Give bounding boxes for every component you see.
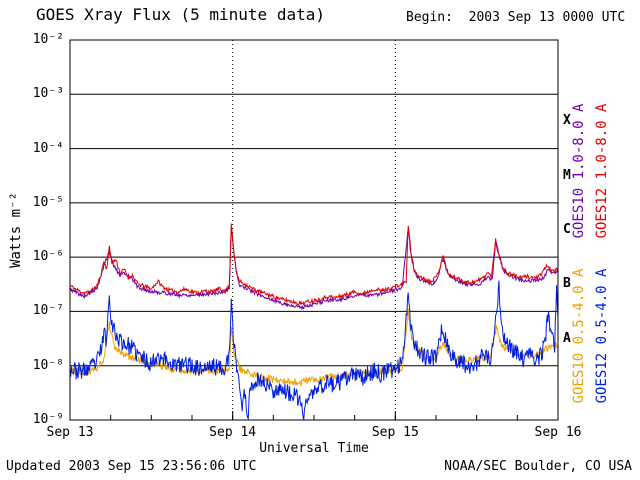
y-tick-label: 10⁻²: [32, 32, 64, 47]
legend-label: GOES10 1.0-8.0 A: [571, 103, 587, 239]
x-tick-label: Sep 13: [46, 425, 94, 440]
begin-time-label: Begin: 2003 Sep 13 0000 UTC: [406, 10, 626, 25]
y-tick-label: 10⁻⁷: [32, 303, 64, 319]
x-tick-label: Sep 15: [371, 425, 419, 440]
y-tick-label: 10⁻⁸: [32, 357, 64, 373]
legend-label: GOES12 0.5-4.0 A: [594, 268, 610, 404]
updated-timestamp: Updated 2003 Sep 15 23:56:06 UTC: [6, 459, 257, 474]
x-axis-label: Universal Time: [259, 441, 369, 456]
y-tick-label: 10⁻⁶: [32, 249, 64, 265]
y-tick-label: 10⁻³: [32, 86, 64, 102]
legend-label: GOES12 1.0-8.0 A: [594, 103, 610, 239]
flux-class-letter: A: [563, 330, 571, 346]
x-tick-label: Sep 16: [534, 425, 582, 440]
x-tick-label: Sep 14: [209, 425, 257, 440]
flux-class-letter: B: [563, 276, 571, 292]
flux-class-letter: M: [563, 167, 571, 183]
legend-label: GOES10 0.5-4.0 A: [571, 268, 587, 404]
y-tick-label: 10⁻⁴: [32, 140, 64, 156]
y-tick-label: 10⁻⁹: [32, 412, 64, 427]
flux-class-letter: C: [563, 222, 571, 237]
flux-class-letter: X: [563, 113, 571, 129]
credit-label: NOAA/SEC Boulder, CO USA: [444, 459, 632, 474]
y-tick-label: 10⁻⁵: [32, 194, 64, 210]
chart-title: GOES Xray Flux (5 minute data): [36, 5, 325, 24]
